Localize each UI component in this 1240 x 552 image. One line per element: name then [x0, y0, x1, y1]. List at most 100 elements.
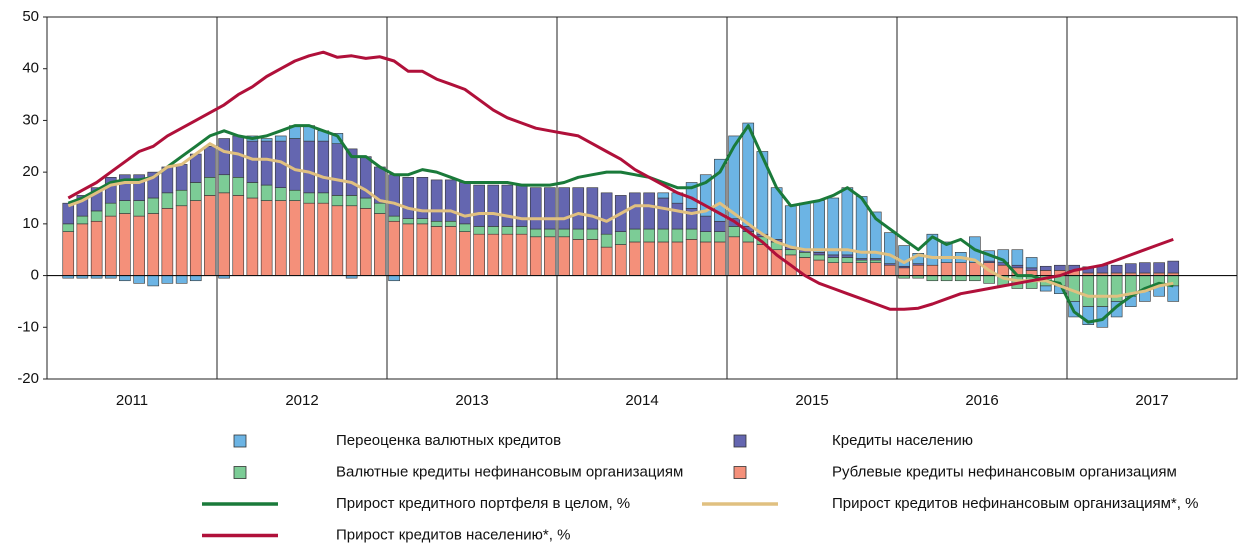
bar-segment	[954, 262, 967, 276]
y-tick-label: 30	[22, 111, 39, 128]
bar-segment	[119, 200, 131, 214]
bar-segment	[289, 189, 301, 201]
bar-segment	[303, 140, 315, 194]
bar-segment	[62, 223, 75, 232]
bar-segment	[699, 231, 712, 243]
bar-segment	[104, 177, 117, 204]
bar-segment	[473, 184, 485, 227]
bar-segment	[827, 254, 840, 258]
bar-segment	[544, 228, 556, 238]
bar-segment	[813, 200, 825, 253]
bar-segment	[1096, 275, 1109, 307]
bar-segment	[388, 215, 400, 222]
bar-segment	[855, 262, 868, 276]
bar-segment	[714, 158, 726, 222]
bar-segment	[529, 236, 542, 276]
bar-segment	[799, 252, 811, 258]
bar-segment	[742, 122, 755, 227]
bar-segment	[657, 197, 670, 230]
bar-segment	[813, 252, 825, 256]
bar-segment	[827, 257, 840, 263]
y-tick-label: 20	[22, 163, 39, 180]
bar-segment	[303, 192, 315, 204]
bar-segment	[671, 241, 684, 276]
bar-segment	[331, 143, 344, 196]
legend-label: Рублевые кредиты нефинансовым организаци…	[832, 463, 1177, 480]
bar-segment	[544, 236, 556, 276]
bar-segment	[260, 184, 273, 201]
bar-segment	[841, 257, 854, 263]
bar-segment	[529, 187, 542, 230]
bar-segment	[1082, 275, 1095, 307]
line-series	[67, 50, 1174, 311]
bar-segment	[90, 187, 103, 212]
x-tick-label: 2011	[116, 392, 148, 409]
bar-segment	[898, 267, 910, 276]
bar-segment	[884, 264, 896, 276]
x-tick-label: 2017	[1135, 392, 1168, 409]
y-tick-label: -20	[17, 370, 39, 387]
bar-segment	[756, 244, 769, 276]
bar-segment	[161, 275, 174, 284]
bar-segment	[926, 264, 939, 276]
bar-segment	[997, 264, 1010, 276]
bar-segment	[274, 200, 287, 276]
bar-segment	[374, 213, 386, 276]
bar-segment	[643, 228, 655, 243]
bar-segment	[997, 249, 1010, 263]
legend-swatch	[733, 434, 747, 448]
bar-segment	[161, 208, 174, 276]
bar-segment	[685, 239, 698, 276]
bar-segment	[204, 177, 216, 196]
bar-segment	[317, 202, 330, 276]
bar-segment	[459, 231, 471, 276]
bar-segment	[501, 226, 514, 235]
bar-segment	[685, 228, 698, 240]
bar-segment	[175, 164, 188, 191]
bar-segment	[586, 228, 599, 240]
bar-segment	[501, 184, 514, 227]
bar-segment	[175, 275, 188, 284]
bar-segment	[218, 138, 230, 176]
bar-segment	[444, 220, 457, 227]
bar-segment	[119, 275, 131, 282]
bar-segment	[218, 174, 230, 194]
bar-segment	[430, 226, 443, 276]
bar-segment	[884, 232, 896, 264]
bar-segment	[232, 177, 245, 196]
bar-segment	[600, 246, 613, 276]
bar-segment	[657, 241, 670, 276]
bar-segment	[402, 218, 415, 225]
line-series	[67, 124, 1174, 324]
bar-segment	[629, 228, 641, 243]
y-tick-label: -10	[17, 318, 39, 335]
bar-segment	[614, 244, 627, 276]
bar-segment	[629, 192, 641, 230]
bar-segment	[501, 233, 514, 276]
bar-segment	[133, 215, 145, 276]
bar-segment	[218, 192, 230, 276]
bar-segment	[954, 275, 967, 282]
bar-segment	[912, 264, 925, 276]
bar-segment	[189, 200, 202, 276]
bar-segment	[529, 228, 542, 238]
bar-segment	[317, 140, 330, 194]
bar-segment	[430, 179, 443, 222]
bar-segment	[558, 236, 570, 276]
bar-segment	[940, 262, 953, 276]
bar-segment	[784, 205, 797, 248]
bar-segment	[76, 215, 89, 225]
bar-segment	[940, 241, 953, 263]
bar-segment	[926, 275, 939, 282]
bar-segment	[402, 223, 415, 276]
x-tick-label: 2015	[795, 392, 828, 409]
legend-label: Переоценка валютных кредитов	[336, 432, 561, 449]
bar-segment	[1110, 264, 1123, 274]
bar-segment	[770, 187, 783, 240]
bar-segment	[558, 228, 570, 238]
bar-segment	[898, 245, 910, 267]
legend-swatch	[233, 434, 247, 448]
bar-segment	[699, 241, 712, 276]
bar-segment	[289, 138, 301, 191]
bar-segment	[260, 200, 273, 276]
